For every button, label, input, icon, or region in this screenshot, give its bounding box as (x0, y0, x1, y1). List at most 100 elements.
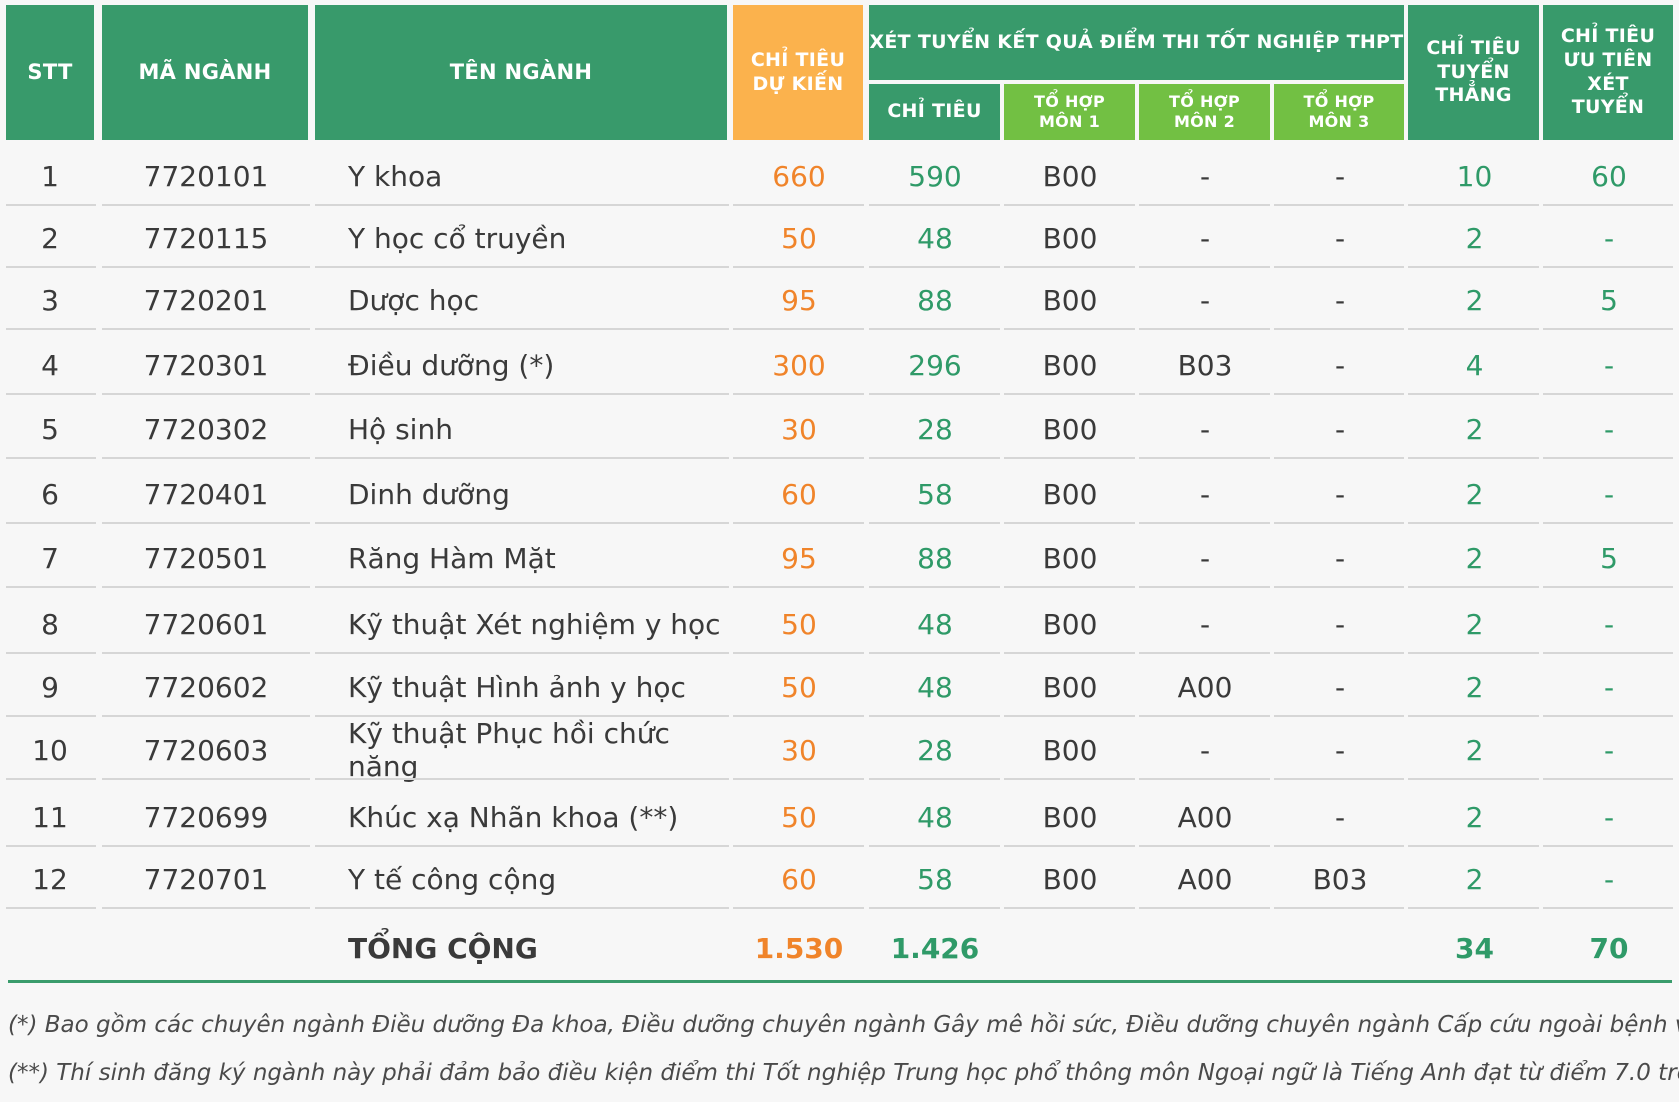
row-divider (1004, 586, 1135, 588)
total-du-kien: 1.530 (754, 931, 844, 965)
row-divider (1274, 522, 1404, 524)
cell-to-hop-1: B00 (1042, 733, 1098, 767)
row-divider (1004, 328, 1135, 330)
row-divider (315, 393, 729, 395)
row-divider (733, 845, 864, 847)
cell-uu-tien: - (1603, 477, 1615, 511)
cell-stt: 10 (32, 733, 68, 767)
row-divider (1004, 393, 1135, 395)
row-divider (869, 778, 1000, 780)
row-divider (1408, 778, 1539, 780)
cell-tuyen-thang: 2 (1465, 670, 1484, 704)
cell-to-hop-2: A00 (1177, 800, 1233, 834)
cell-ma-nganh: 7720501 (143, 541, 269, 575)
row-divider (733, 907, 864, 909)
cell-to-hop-3: - (1334, 541, 1346, 575)
cell-ma-nganh: 7720115 (143, 221, 269, 255)
row-divider (102, 907, 310, 909)
row-divider (1139, 778, 1270, 780)
cell-du-kien: 50 (781, 670, 817, 704)
cell-chi-tieu: 48 (917, 670, 953, 704)
cell-chi-tieu: 48 (917, 221, 953, 255)
total-tuyen-thang: 34 (1455, 931, 1494, 965)
row-divider (1543, 522, 1673, 524)
row-divider (102, 715, 310, 717)
cell-to-hop-2: - (1199, 541, 1211, 575)
cell-tuyen-thang: 2 (1465, 862, 1484, 896)
cell-to-hop-2: - (1199, 221, 1211, 255)
row-divider (102, 652, 310, 654)
row-divider (869, 522, 1000, 524)
cell-tuyen-thang: 10 (1456, 159, 1493, 193)
cell-to-hop-2: - (1199, 607, 1211, 641)
row-divider (869, 845, 1000, 847)
cell-to-hop-1: B00 (1042, 541, 1098, 575)
row-divider (733, 393, 864, 395)
cell-to-hop-1: B00 (1042, 412, 1098, 446)
cell-chi-tieu: 88 (917, 283, 953, 317)
row-divider (6, 328, 96, 330)
row-divider (6, 778, 96, 780)
cell-to-hop-1: B00 (1042, 221, 1098, 255)
table-row: 2 7720115 Y học cổ truyền 50 48 B00 - - 2 - (0, 207, 1679, 269)
row-divider (315, 204, 729, 206)
row-divider (1139, 652, 1270, 654)
row-divider (6, 266, 96, 268)
header-to-hop-3: TỔ HỢP MÔN 3 (1274, 84, 1404, 140)
row-divider (6, 907, 96, 909)
table-row: 9 7720602 Kỹ thuật Hình ảnh y học 50 48 B00 A0… (0, 656, 1679, 718)
cell-to-hop-3: - (1334, 412, 1346, 446)
cell-du-kien: 660 (772, 159, 826, 193)
row-divider (315, 266, 729, 268)
cell-uu-tien: - (1603, 348, 1615, 382)
table-row: 12 7720701 Y tế công cộng 60 58 B00 A00 B03 2 - (0, 848, 1679, 910)
cell-to-hop-2: B03 (1177, 348, 1233, 382)
row-divider (102, 522, 310, 524)
cell-tuyen-thang: 2 (1465, 283, 1484, 317)
cell-to-hop-3: - (1334, 221, 1346, 255)
table-row: 3 7720201 Dược học 95 88 B00 - - 2 5 (0, 269, 1679, 331)
row-divider (1408, 845, 1539, 847)
cell-ten-nganh: Hộ sinh (348, 412, 453, 446)
cell-chi-tieu: 296 (908, 348, 962, 382)
table-row: 6 7720401 Dinh dưỡng 60 58 B00 - - 2 - (0, 463, 1679, 525)
cell-ten-nganh: Răng Hàm Mặt (348, 541, 556, 575)
cell-du-kien: 60 (781, 862, 817, 896)
row-divider (1004, 457, 1135, 459)
cell-du-kien: 95 (781, 541, 817, 575)
row-divider (1408, 586, 1539, 588)
row-divider (102, 266, 310, 268)
row-divider (1274, 328, 1404, 330)
row-divider (1139, 204, 1270, 206)
cell-tuyen-thang: 2 (1465, 733, 1484, 767)
row-divider (869, 266, 1000, 268)
row-divider (733, 204, 864, 206)
row-divider (315, 907, 729, 909)
cell-stt: 1 (41, 159, 59, 193)
cell-uu-tien: - (1603, 607, 1615, 641)
cell-tuyen-thang: 2 (1465, 800, 1484, 834)
row-divider (1139, 457, 1270, 459)
row-divider (102, 778, 310, 780)
row-divider (6, 652, 96, 654)
cell-to-hop-3: - (1334, 733, 1346, 767)
cell-ma-nganh: 7720602 (143, 670, 269, 704)
row-divider (1408, 522, 1539, 524)
cell-uu-tien: - (1603, 221, 1615, 255)
cell-du-kien: 50 (781, 607, 817, 641)
cell-ma-nganh: 7720603 (143, 733, 269, 767)
row-divider (869, 586, 1000, 588)
row-divider (1408, 393, 1539, 395)
cell-to-hop-2: - (1199, 733, 1211, 767)
header-ma-nganh: MÃ NGÀNH (102, 5, 308, 140)
row-divider (869, 652, 1000, 654)
cell-uu-tien: 5 (1600, 541, 1618, 575)
table-row: 5 7720302 Hộ sinh 30 28 B00 - - 2 - (0, 398, 1679, 460)
row-divider (1274, 204, 1404, 206)
row-divider (1274, 778, 1404, 780)
cell-stt: 11 (32, 800, 68, 834)
cell-chi-tieu: 28 (917, 733, 953, 767)
row-divider (1274, 586, 1404, 588)
cell-uu-tien: 5 (1600, 283, 1618, 317)
cell-stt: 5 (41, 412, 59, 446)
